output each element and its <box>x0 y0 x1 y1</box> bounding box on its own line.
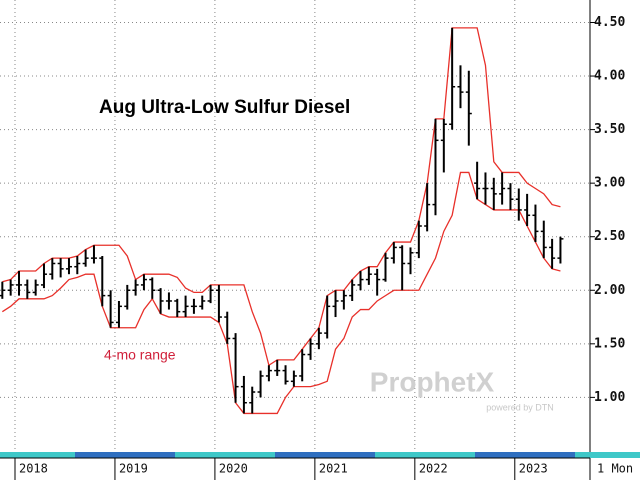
y-tick-label: 1.50 <box>594 336 625 351</box>
plot <box>0 27 564 415</box>
x-tick-label: 2021 <box>319 462 348 476</box>
timeline-band <box>475 452 575 458</box>
y-tick-label: 4.00 <box>594 69 625 84</box>
watermark-sub: powered by DTN <box>486 402 554 412</box>
y-tick-label: 4.50 <box>594 15 625 30</box>
y-tick-label: 1.00 <box>594 390 625 405</box>
watermark: ProphetX <box>370 366 495 397</box>
x-tick-label: 2023 <box>519 462 548 476</box>
timeline-band <box>275 452 375 458</box>
x-tick-label: 2019 <box>119 462 148 476</box>
y-tick-label: 2.00 <box>594 283 625 298</box>
x-tick-label: 2022 <box>419 462 448 476</box>
annotation: 4-mo range <box>104 347 176 363</box>
y-tick-label: 2.50 <box>594 229 625 244</box>
interval-label: 1 Mon <box>597 462 633 476</box>
x-tick-label: 2020 <box>219 462 248 476</box>
channel-upper <box>2 27 561 367</box>
x-tick-label: 2018 <box>19 462 48 476</box>
grid <box>0 0 590 452</box>
channel-lower <box>1 171 561 415</box>
chart-title: Aug Ultra-Low Sulfur Diesel <box>99 97 350 118</box>
timeline-band <box>75 452 175 458</box>
y-tick-label: 3.50 <box>594 122 625 137</box>
y-tick-label: 3.00 <box>594 176 625 191</box>
